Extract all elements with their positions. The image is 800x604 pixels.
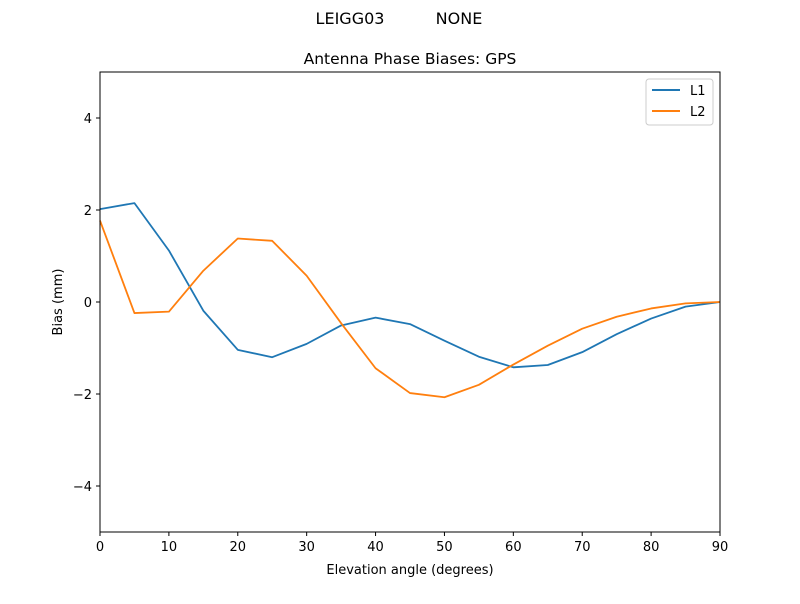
- y-tick-label: −2: [73, 388, 92, 403]
- y-tick-label: −4: [73, 480, 92, 495]
- suptitle-right: NONE: [436, 9, 483, 28]
- x-tick-label: 30: [298, 540, 315, 555]
- legend-label-l1: L1: [690, 84, 706, 99]
- x-tick-label: 60: [505, 540, 522, 555]
- x-tick-label: 10: [161, 540, 178, 555]
- chart-title: Antenna Phase Biases: GPS: [304, 50, 517, 68]
- legend-label-l2: L2: [690, 105, 706, 120]
- series-line-l1: [99, 202, 721, 369]
- legend: L1 L2: [645, 78, 714, 126]
- y-axis-label: Bias (mm): [51, 269, 66, 336]
- series-line-l2: [99, 220, 721, 399]
- y-tick-label: 4: [84, 112, 92, 127]
- y-tick-label: 0: [84, 296, 92, 311]
- x-tick-label: 0: [96, 540, 104, 555]
- x-tick-label: 20: [230, 540, 247, 555]
- plot-frame: [99, 71, 721, 533]
- suptitle-left: LEIGG03: [316, 9, 385, 28]
- x-tick-label: 80: [643, 540, 660, 555]
- x-axis-label: Elevation angle (degrees): [326, 563, 493, 578]
- x-tick-label: 90: [712, 540, 729, 555]
- x-tick-label: 50: [436, 540, 453, 555]
- y-tick-label: 2: [84, 204, 92, 219]
- x-tick-label: 70: [574, 540, 591, 555]
- x-tick-label: 40: [367, 540, 384, 555]
